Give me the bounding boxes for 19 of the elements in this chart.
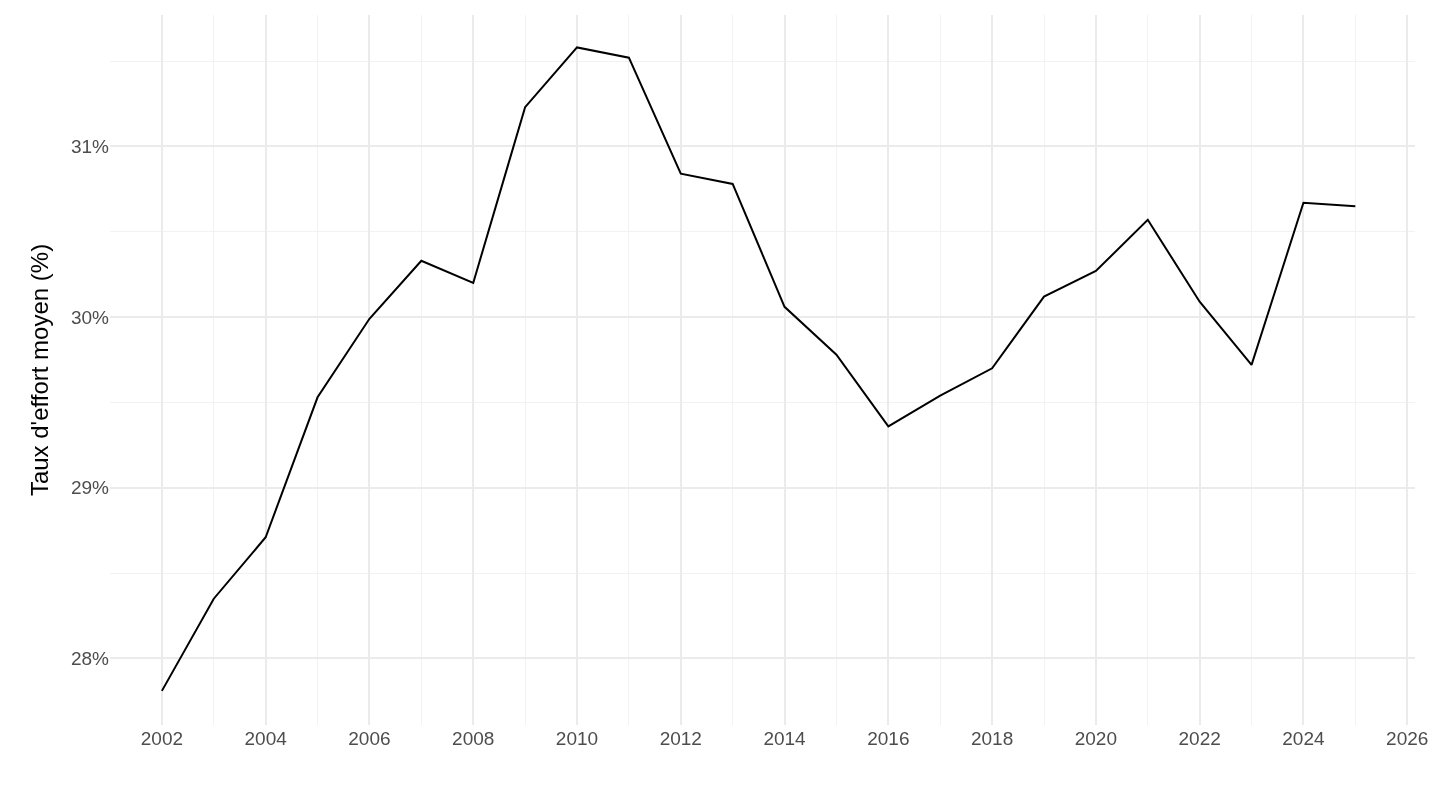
x-tick-label: 2014 bbox=[763, 728, 807, 749]
x-tick-label: 2016 bbox=[867, 728, 910, 749]
x-tick-label: 2002 bbox=[140, 728, 184, 749]
x-tick-label: 2006 bbox=[348, 728, 391, 749]
x-tick-label: 2020 bbox=[1074, 728, 1118, 749]
x-tick-label: 2026 bbox=[1386, 728, 1429, 749]
y-tick-label: 31% bbox=[70, 136, 110, 158]
x-tick-label: 2010 bbox=[555, 728, 599, 749]
y-tick-label: 30% bbox=[70, 306, 110, 328]
x-tick-label: 2004 bbox=[244, 728, 288, 749]
x-tick-label: 2024 bbox=[1282, 728, 1325, 749]
x-tick-label: 2022 bbox=[1178, 728, 1221, 749]
y-tick-label: 29% bbox=[70, 477, 110, 499]
x-tick-label: 2018 bbox=[970, 728, 1014, 749]
x-tick-label: 2008 bbox=[452, 728, 495, 749]
line-series bbox=[160, 46, 1357, 692]
x-tick-label: 2012 bbox=[659, 728, 702, 749]
y-tick-label: 28% bbox=[70, 648, 110, 670]
y-axis-title: Taux d'effort moyen (%) bbox=[26, 243, 54, 497]
